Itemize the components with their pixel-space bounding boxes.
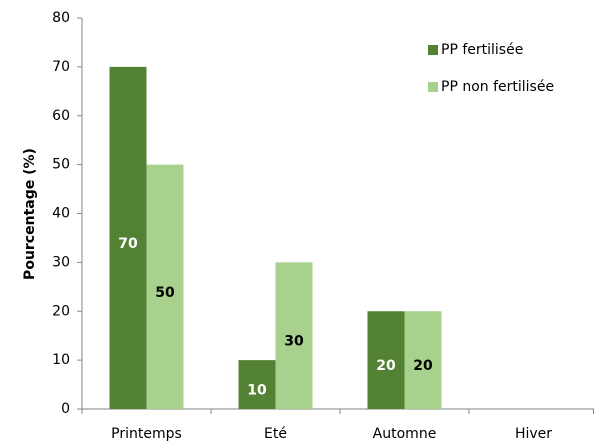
bar [404,311,442,409]
data-label: 50 [155,285,175,301]
y-tick-label: 40 [52,206,70,222]
legend-label: PP fertilisée [441,42,523,58]
y-tick-label: 60 [52,108,70,124]
y-tick-label: 30 [52,254,70,270]
legend-swatch [428,82,438,92]
bar [238,360,276,409]
legend-swatch [428,45,438,55]
x-tick-label: Eté [264,426,287,441]
data-label: 10 [247,383,267,399]
bar [367,311,405,409]
data-label: 30 [284,334,304,350]
y-tick-label: 10 [52,352,70,368]
legend-label: PP non fertilisée [441,79,554,95]
data-label: 70 [118,236,138,252]
y-tick-label: 0 [61,401,70,417]
y-tick-label: 20 [52,303,70,319]
x-tick-label: Printemps [111,426,182,441]
x-tick-label: Hiver [515,426,552,441]
y-tick-label: 70 [52,59,70,75]
bar [275,262,313,409]
data-label: 20 [376,358,396,374]
y-axis-label: Pourcentage (%) [22,148,38,280]
bar [146,164,184,409]
y-tick-label: 50 [52,157,70,173]
y-tick-label: 80 [52,10,70,26]
bar [109,66,147,409]
x-tick-label: Automne [373,426,437,441]
data-label: 20 [413,358,433,374]
